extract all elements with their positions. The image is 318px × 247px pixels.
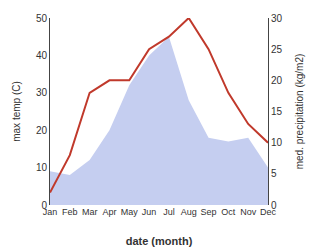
svg-text:Jul: Jul bbox=[163, 207, 175, 217]
svg-text:med. precipitation (kg/m2): med. precipitation (kg/m2) bbox=[294, 54, 305, 170]
svg-text:10: 10 bbox=[271, 137, 283, 148]
svg-text:Mar: Mar bbox=[82, 207, 98, 217]
svg-text:May: May bbox=[121, 207, 139, 217]
svg-text:30: 30 bbox=[271, 13, 283, 24]
svg-text:30: 30 bbox=[36, 87, 48, 98]
svg-text:20: 20 bbox=[36, 125, 48, 136]
svg-text:Nov: Nov bbox=[240, 207, 257, 217]
svg-text:Apr: Apr bbox=[102, 207, 116, 217]
svg-text:Feb: Feb bbox=[62, 207, 78, 217]
svg-text:25: 25 bbox=[271, 44, 283, 55]
svg-text:5: 5 bbox=[271, 168, 277, 179]
svg-text:15: 15 bbox=[271, 106, 283, 117]
svg-text:Jan: Jan bbox=[43, 207, 58, 217]
svg-text:0: 0 bbox=[41, 200, 47, 211]
svg-text:50: 50 bbox=[36, 13, 48, 24]
svg-text:10: 10 bbox=[36, 162, 48, 173]
svg-text:Oct: Oct bbox=[221, 207, 236, 217]
svg-text:max temp (C): max temp (C) bbox=[11, 81, 22, 142]
svg-text:date (month): date (month) bbox=[126, 235, 193, 247]
svg-text:Dec: Dec bbox=[260, 207, 277, 217]
svg-text:0: 0 bbox=[271, 200, 277, 211]
svg-text:Jun: Jun bbox=[142, 207, 157, 217]
svg-text:Aug: Aug bbox=[181, 207, 197, 217]
svg-text:20: 20 bbox=[271, 75, 283, 86]
svg-text:Sep: Sep bbox=[201, 207, 217, 217]
svg-text:40: 40 bbox=[36, 50, 48, 61]
